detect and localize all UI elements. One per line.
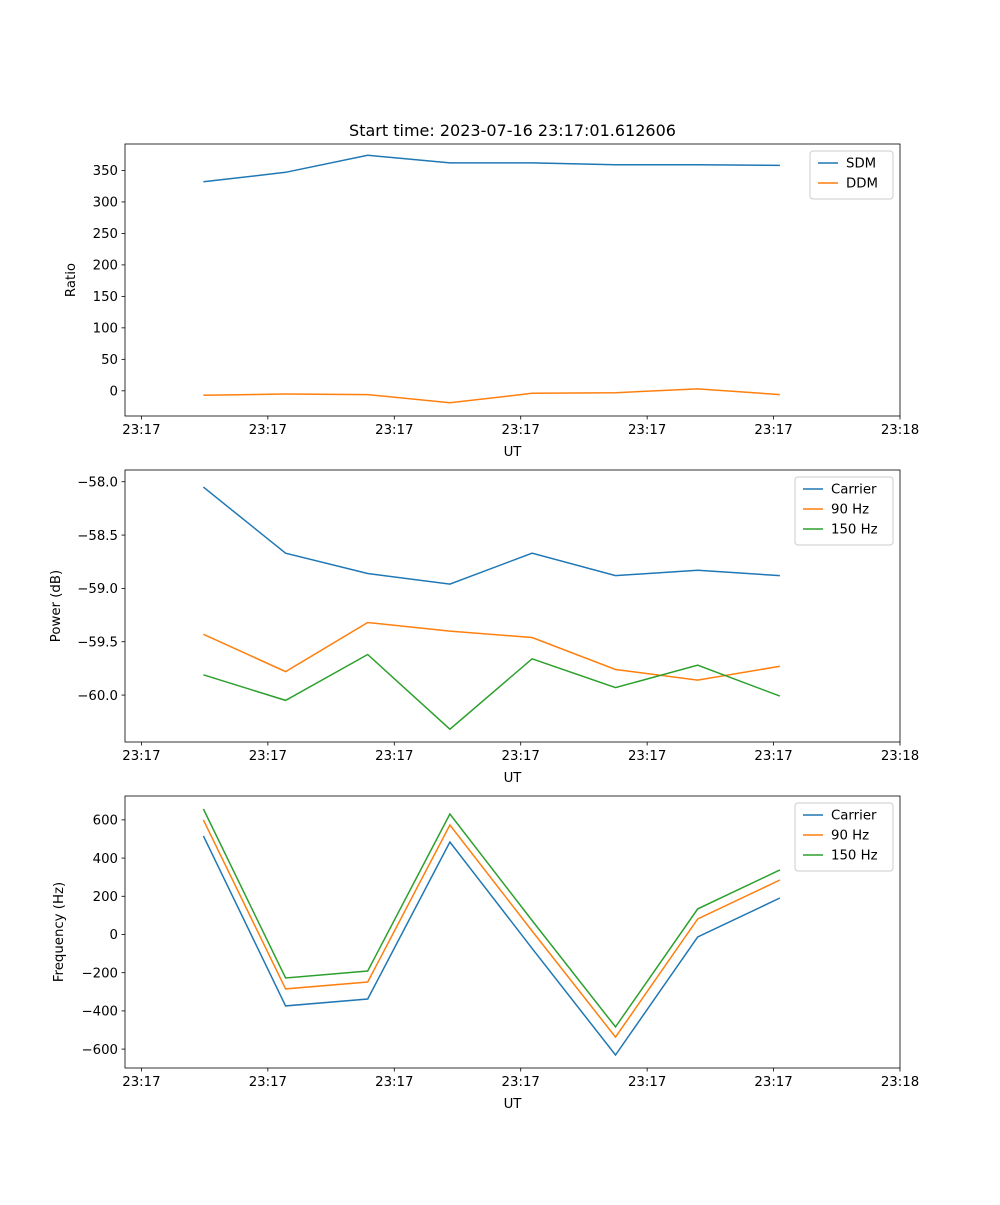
series-line-150-hz: [202, 808, 781, 1029]
series-line-carrier: [202, 486, 780, 585]
axes-frame: [124, 795, 901, 1069]
series-line-sdm: [203, 154, 780, 183]
y-tick-label: 250: [93, 227, 118, 242]
x-tick-label: 23:17: [249, 749, 287, 764]
x-tick-label: 23:18: [881, 1075, 919, 1090]
x-tick-label: 23:17: [122, 423, 160, 438]
series-line-carrier: [202, 835, 781, 1057]
x-tick-label: 23:17: [249, 1075, 287, 1090]
legend-label: DDM: [846, 177, 878, 192]
legend-label: 90 Hz: [831, 829, 869, 844]
y-tick-label: 0: [110, 385, 118, 400]
x-tick-label: 23:17: [122, 1075, 160, 1090]
y-tick-label: −600: [81, 1043, 118, 1058]
y-tick-label: −59.5: [77, 635, 118, 650]
legend: Carrier 90 Hz 150 Hz: [794, 802, 894, 872]
legend-label: Carrier: [831, 809, 877, 824]
legend-box: [794, 802, 894, 872]
y-tick-label: −58.5: [77, 529, 118, 544]
y-tick-label: 100: [93, 322, 118, 337]
chart-title: Start time: 2023-07-16 23:17:01.612606: [349, 121, 676, 140]
y-tick-label: −400: [81, 1005, 118, 1020]
series-line-90-hz: [203, 621, 781, 681]
x-tick-label: 23:17: [375, 749, 413, 764]
x-tick-label: 23:17: [754, 423, 792, 438]
axes-frame: [124, 469, 901, 743]
y-tick-label: −59.0: [77, 582, 118, 597]
series-line-ddm: [203, 388, 780, 404]
legend-label: 90 Hz: [831, 503, 869, 518]
legend: Carrier 90 Hz 150 Hz: [794, 476, 894, 546]
x-tick-label: 23:17: [502, 423, 540, 438]
y-tick-label: −60.0: [77, 689, 118, 704]
x-tick-label: 23:18: [881, 423, 919, 438]
y-axis-label: Ratio: [64, 263, 79, 297]
x-axis-label: UT: [504, 445, 523, 460]
y-axis-label: Power (dB): [49, 570, 64, 642]
x-tick-label: 23:17: [754, 1075, 792, 1090]
x-tick-label: 23:17: [249, 423, 287, 438]
y-tick-label: 150: [93, 290, 118, 305]
x-tick-label: 23:17: [628, 749, 666, 764]
x-tick-label: 23:17: [502, 1075, 540, 1090]
x-tick-label: 23:17: [754, 749, 792, 764]
y-axis-label: Frequency (Hz): [52, 882, 67, 982]
x-tick-label: 23:17: [122, 749, 160, 764]
series-line-90-hz: [202, 819, 781, 1039]
y-tick-label: 200: [93, 890, 118, 905]
legend-label: 150 Hz: [831, 523, 878, 538]
subplot-3: 23:17 23:17 23:17 23:17 23:17 23:17 23:18 −600 −…: [52, 795, 919, 1112]
axes-frame: [124, 143, 901, 417]
y-tick-label: 50: [101, 353, 118, 368]
legend-label: SDM: [846, 157, 876, 172]
y-tick-label: 0: [110, 928, 118, 943]
legend: SDM DDM: [809, 150, 894, 200]
x-axis-label: UT: [504, 1097, 523, 1112]
series-line-150-hz: [203, 653, 781, 731]
x-axis-label: UT: [504, 771, 523, 786]
y-tick-label: 350: [93, 164, 118, 179]
subplot-1: 23:17 23:17 23:17 23:17 23:17 23:17 23:18 0 50 10…: [64, 121, 919, 460]
y-tick-label: 400: [93, 852, 118, 867]
y-tick-label: −58.0: [77, 475, 118, 490]
legend-label: 150 Hz: [831, 849, 878, 864]
y-tick-label: −200: [81, 966, 118, 981]
subplot-2: 23:17 23:17 23:17 23:17 23:17 23:17 23:18 −60.0…: [49, 469, 919, 786]
y-tick-label: 200: [93, 259, 118, 274]
y-tick-label: 600: [93, 814, 118, 829]
x-tick-label: 23:18: [881, 749, 919, 764]
x-tick-label: 23:17: [375, 423, 413, 438]
legend-label: Carrier: [831, 483, 877, 498]
legend-box: [794, 476, 894, 546]
y-tick-label: 300: [93, 196, 118, 211]
x-tick-label: 23:17: [628, 423, 666, 438]
x-tick-label: 23:17: [502, 749, 540, 764]
x-tick-label: 23:17: [375, 1075, 413, 1090]
x-tick-label: 23:17: [628, 1075, 666, 1090]
